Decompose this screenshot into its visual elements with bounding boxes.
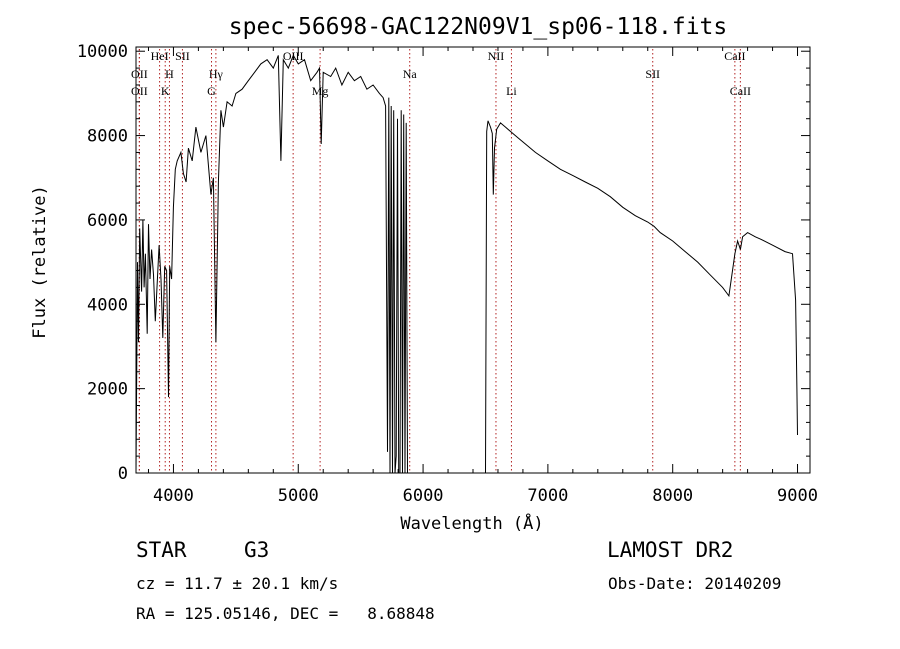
- coordinates-text: RA = 125.05146, DEC = 8.68848: [136, 604, 435, 623]
- line-label-10: Na: [403, 67, 418, 81]
- y-tick-label: 2000: [87, 380, 128, 400]
- line-label-3: H: [165, 67, 174, 81]
- y-tick-label: 0: [118, 464, 128, 484]
- chart-title: spec-56698-GAC122N09V1_sp06-118.fits: [229, 14, 728, 40]
- x-tick-label: 8000: [652, 486, 693, 506]
- spectrum-line-0: [135, 54, 798, 474]
- y-tick-label: 6000: [87, 211, 128, 231]
- line-label-2: HeI: [151, 49, 169, 63]
- line-label-12: Li: [506, 84, 517, 98]
- redshift-text: cz = 11.7 ± 20.1 km/s: [136, 574, 339, 593]
- line-label-4: K: [161, 84, 170, 98]
- x-tick-label: 4000: [153, 486, 194, 506]
- object-class: STAR: [136, 538, 187, 562]
- y-axis: 0 2000 4000 6000 8000 10000: [77, 42, 810, 484]
- survey-name: LAMOST DR2: [607, 538, 734, 562]
- line-label-1: OII: [131, 84, 148, 98]
- line-label-15: CaII: [730, 84, 751, 98]
- object-subclass: G3: [244, 538, 270, 562]
- line-label-14: CaII: [724, 49, 745, 63]
- y-tick-label: 10000: [77, 42, 128, 62]
- x-axis-label: Wavelength (Å): [400, 512, 543, 534]
- x-tick-label: 9000: [777, 486, 818, 506]
- line-label-5: SII: [175, 49, 190, 63]
- line-label-11: NII: [488, 49, 505, 63]
- x-tick-label: 6000: [403, 486, 444, 506]
- line-label-13: SII: [645, 67, 660, 81]
- x-axis: 4000 5000 6000 7000 8000 9000: [147, 47, 818, 506]
- y-axis-label: Flux (relative): [30, 185, 50, 339]
- spectral-line-markers: OIIOIIHeIHKSIIHγGOIIIMgNaNIILiSIICaIICaI…: [131, 49, 751, 473]
- y-tick-label: 8000: [87, 127, 128, 147]
- y-tick-label: 4000: [87, 295, 128, 315]
- x-tick-label: 7000: [527, 486, 568, 506]
- spectrum-series: [135, 54, 798, 474]
- plot-frame: [135, 46, 811, 474]
- obs-date-text: Obs-Date: 20140209: [608, 574, 782, 593]
- x-tick-label: 5000: [278, 486, 319, 506]
- line-label-6: Hγ: [209, 67, 224, 81]
- line-label-7: G: [207, 84, 216, 98]
